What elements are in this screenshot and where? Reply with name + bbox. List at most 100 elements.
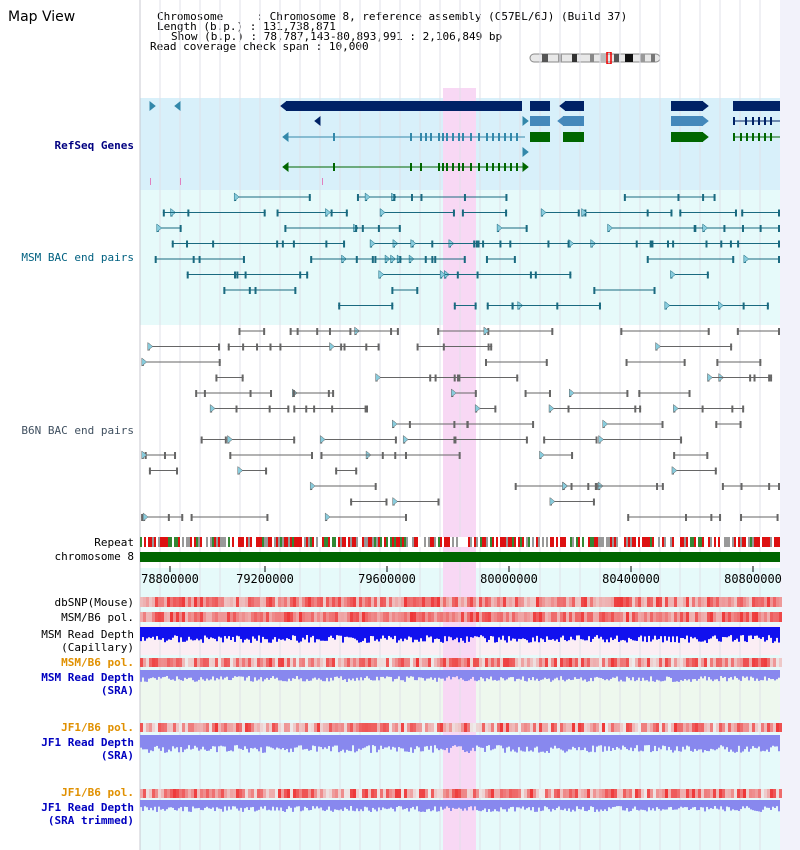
- snp-cell: [392, 612, 395, 622]
- snp-cell: [698, 612, 701, 622]
- label-b6n-bac[interactable]: B6N BAC end pairs: [21, 424, 134, 437]
- msm-pair-end: [355, 256, 358, 263]
- msm-pair-end: [355, 225, 358, 232]
- depth-bar: [148, 800, 150, 811]
- depth-bar: [640, 670, 642, 681]
- depth-bar: [414, 735, 416, 750]
- repeat-segment: [428, 537, 430, 547]
- snp-cell: [218, 597, 221, 607]
- snp-cell: [476, 597, 479, 607]
- snp-cell: [362, 723, 365, 732]
- snp-cell: [743, 789, 746, 798]
- repeat-segment: [574, 537, 576, 547]
- depth-bar: [690, 627, 692, 637]
- depth-bar: [448, 670, 450, 677]
- depth-bar: [430, 670, 432, 678]
- depth-bar: [624, 800, 626, 811]
- snp-cell: [446, 789, 449, 798]
- depth-bar: [388, 627, 390, 636]
- snp-cell: [614, 789, 617, 798]
- depth-bar: [204, 627, 206, 636]
- snp-cell: [392, 723, 395, 732]
- depth-bar: [510, 670, 512, 678]
- repeat-segment: [696, 537, 698, 547]
- depth-bar: [768, 627, 770, 636]
- snp-cell: [728, 658, 731, 667]
- snp-cell: [476, 658, 479, 667]
- depth-bar: [270, 670, 272, 678]
- depth-bar: [556, 670, 558, 678]
- repeat-segment: [510, 537, 512, 547]
- snp-cell: [374, 789, 377, 798]
- snp-cell: [689, 658, 692, 667]
- snp-cell: [725, 597, 728, 607]
- depth-bar: [624, 627, 626, 641]
- depth-bar: [528, 627, 530, 643]
- snp-cell: [416, 612, 419, 622]
- snp-cell: [440, 612, 443, 622]
- snp-cell: [617, 789, 620, 798]
- repeat-segment: [650, 537, 652, 547]
- depth-bar: [228, 735, 230, 751]
- depth-bar: [354, 627, 356, 639]
- b6n-pair-end: [269, 343, 272, 351]
- label-refseq-genes[interactable]: RefSeq Genes: [54, 139, 134, 152]
- snp-cell: [596, 658, 599, 667]
- depth-bar: [212, 670, 214, 677]
- b6n-pair-end: [396, 328, 399, 335]
- repeat-segment: [586, 537, 588, 547]
- snp-cell: [194, 723, 197, 732]
- depth-bar: [698, 627, 700, 642]
- depth-bar: [258, 735, 260, 752]
- snp-cell: [428, 597, 431, 607]
- repeat-segment: [394, 537, 396, 547]
- repeat-segment: [776, 537, 778, 547]
- depth-bar: [630, 627, 632, 640]
- depth-bar: [484, 800, 486, 809]
- snp-cell: [554, 723, 557, 732]
- depth-bar: [766, 735, 768, 750]
- repeat-segment: [754, 537, 756, 547]
- snp-cell: [569, 789, 572, 798]
- snp-cell: [680, 612, 683, 622]
- depth-bar: [296, 627, 298, 641]
- label-msm-bac[interactable]: MSM BAC end pairs: [21, 251, 134, 264]
- msm-pair-end: [162, 209, 165, 217]
- depth-bar: [764, 800, 766, 807]
- msm-pair-arrow: [743, 254, 750, 264]
- depth-bar: [538, 670, 540, 681]
- depth-bar: [466, 627, 468, 637]
- gene-exon: [442, 133, 444, 141]
- snp-cell: [593, 723, 596, 732]
- depth-bar: [482, 800, 484, 811]
- depth-bar: [564, 735, 566, 753]
- snp-cell: [638, 658, 641, 667]
- repeat-segment: [206, 537, 208, 547]
- repeat-segment: [388, 537, 390, 547]
- repeat-segment: [372, 537, 374, 547]
- msm-pair-end: [391, 302, 394, 310]
- snp-cell: [389, 597, 392, 607]
- snp-cell: [473, 723, 476, 732]
- depth-bar: [330, 800, 332, 811]
- depth-bar: [410, 800, 412, 809]
- snp-cell: [533, 612, 536, 622]
- depth-bar: [276, 800, 278, 808]
- snp-cell: [203, 789, 206, 798]
- depth-bar: [294, 670, 296, 679]
- snp-cell: [206, 658, 209, 667]
- depth-bar: [294, 800, 296, 808]
- snp-cell: [287, 597, 290, 607]
- snp-cell: [323, 789, 326, 798]
- depth-bar: [464, 670, 466, 682]
- snp-cell: [182, 597, 185, 607]
- snp-cell: [632, 612, 635, 622]
- depth-bar: [350, 627, 352, 638]
- depth-bar: [542, 735, 544, 752]
- snp-cell: [560, 658, 563, 667]
- gene-exon: [452, 163, 454, 171]
- depth-bar: [364, 627, 366, 639]
- repeat-segment: [182, 537, 184, 547]
- snp-cell: [317, 612, 320, 622]
